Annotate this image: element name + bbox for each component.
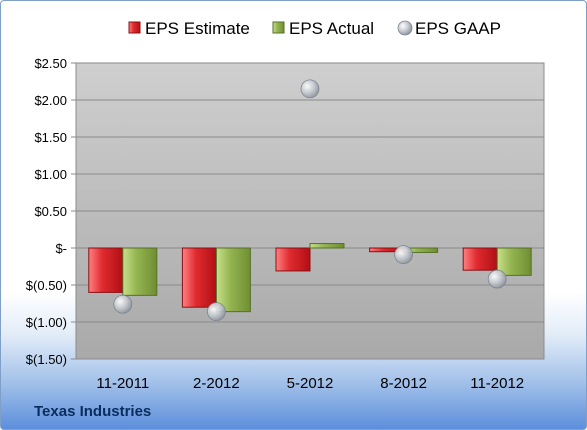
marker-eps-gaap-11-2012	[487, 269, 507, 289]
marker-eps-gaap-2-2012	[206, 302, 226, 322]
legend-label-eps-actual: EPS Actual	[289, 19, 374, 38]
legend-swatch-eps-actual	[272, 21, 285, 34]
y-tick-label: $-	[55, 241, 67, 256]
y-tick-label: $(0.50)	[26, 278, 67, 293]
marker-eps-gaap-11-2011	[113, 294, 133, 314]
y-tick-label: $1.00	[34, 167, 67, 182]
bar-eps-estimate-2-2012	[181, 247, 217, 308]
y-tick-label: $0.50	[34, 204, 67, 219]
y-tick-label: $1.50	[34, 130, 67, 145]
marker-eps-gaap-5-2012	[300, 79, 320, 99]
marker-eps-gaap-8-2012	[394, 245, 414, 265]
bar-eps-actual-11-2012	[496, 247, 532, 276]
y-tick-label: $(1.50)	[26, 352, 67, 367]
legend-swatch-eps-gaap	[397, 20, 413, 36]
legend-label-eps-estimate: EPS Estimate	[145, 19, 250, 38]
legend-label-eps-gaap: EPS GAAP	[415, 19, 501, 38]
company-name-label: Texas Industries	[34, 403, 152, 420]
y-tick-label: $2.50	[34, 56, 67, 71]
legend-swatch-eps-estimate	[128, 21, 141, 34]
bar-eps-estimate-11-2012	[462, 247, 498, 271]
bar-eps-estimate-5-2012	[275, 247, 311, 272]
x-tick-label: 8-2012	[380, 375, 427, 392]
x-tick-label: 2-2012	[193, 375, 240, 392]
x-tick-label: 11-2011	[96, 375, 149, 392]
bar-eps-actual-2-2012	[215, 247, 251, 313]
bar-eps-actual-11-2011	[122, 247, 158, 296]
y-tick-label: $(1.00)	[26, 315, 67, 330]
bar-eps-actual-5-2012	[309, 243, 345, 249]
x-tick-label: 5-2012	[287, 375, 334, 392]
x-tick-label: 11-2012	[470, 375, 524, 392]
bar-eps-estimate-11-2011	[88, 247, 124, 293]
y-tick-label: $2.00	[34, 93, 67, 108]
